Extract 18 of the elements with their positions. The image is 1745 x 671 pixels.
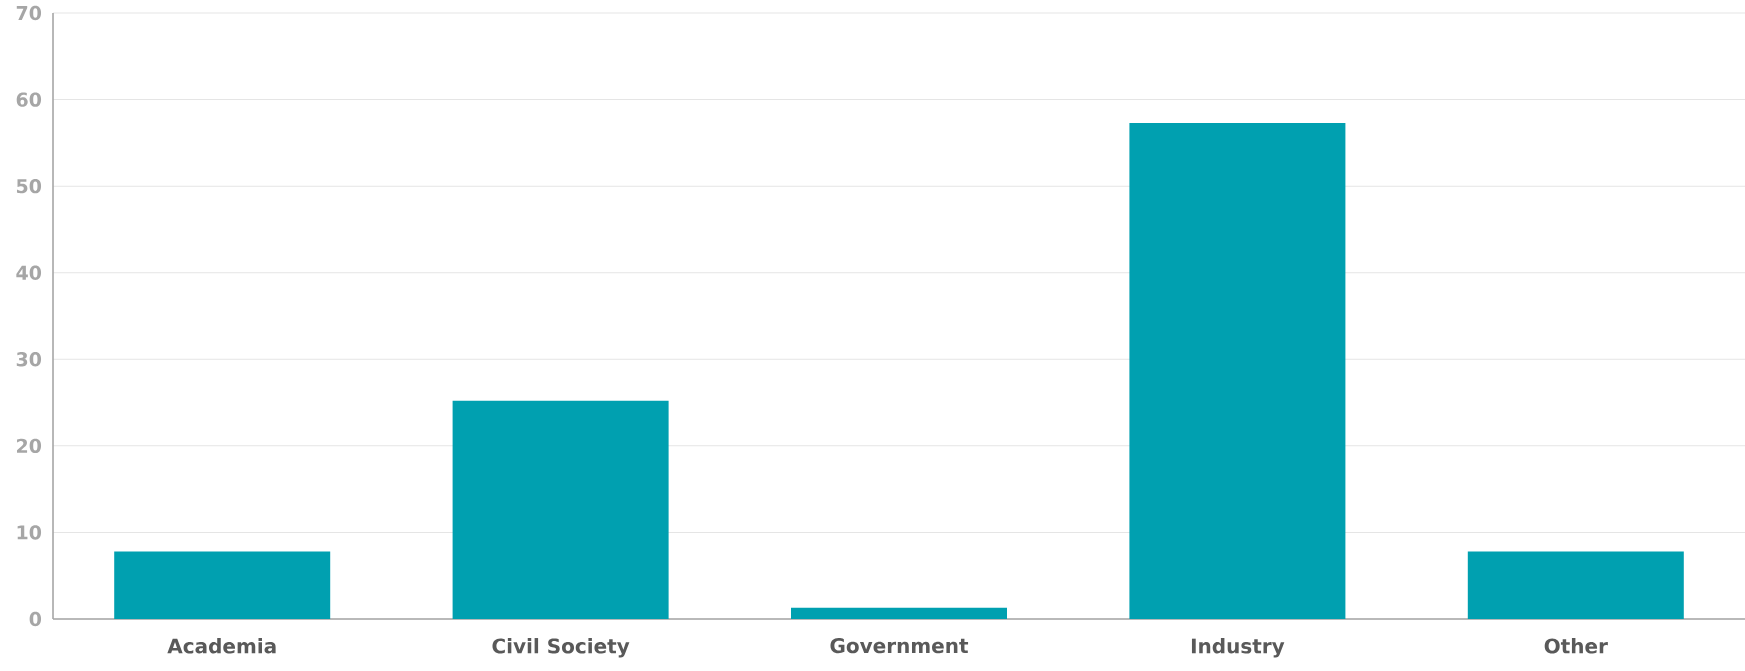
bar: [114, 551, 331, 619]
y-tick-label: 10: [17, 525, 42, 540]
bar: [1129, 122, 1346, 619]
bar: [1467, 551, 1684, 619]
x-tick-label: Government: [830, 638, 969, 654]
x-tick-label: Industry: [1191, 638, 1285, 658]
bar: [452, 400, 669, 619]
bar: [791, 607, 1007, 619]
x-tick-label: Civil Society: [492, 638, 630, 658]
y-tick-label: 60: [16, 92, 42, 107]
x-tick-label: Other: [1544, 638, 1608, 654]
y-tick-label: 0: [29, 611, 42, 627]
x-tick-label: Academia: [167, 638, 276, 654]
y-tick-label: 30: [16, 352, 42, 367]
y-tick-label: 40: [16, 265, 42, 280]
y-tick-label: 50: [16, 178, 42, 194]
y-tick-label: 70: [16, 5, 42, 21]
y-tick-label: 20: [17, 438, 42, 454]
